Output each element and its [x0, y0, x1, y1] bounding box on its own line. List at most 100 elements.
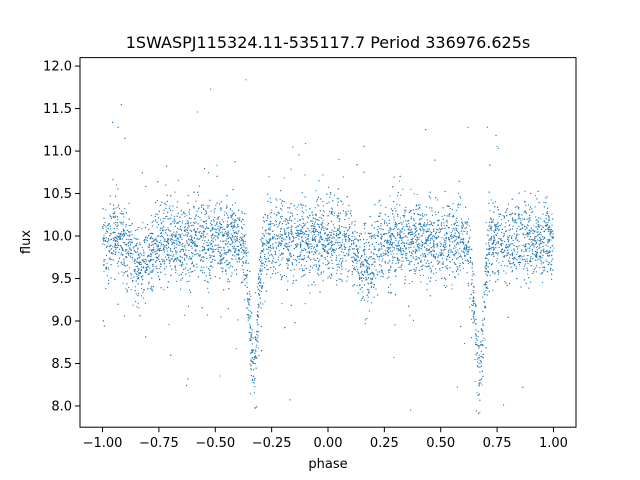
data-point: [391, 243, 394, 245]
data-point: [415, 222, 417, 224]
data-point: [142, 249, 144, 251]
data-point: [184, 314, 186, 316]
data-point: [394, 207, 396, 209]
data-point: [389, 260, 391, 262]
data-point: [463, 248, 465, 251]
data-point: [330, 231, 332, 234]
data-point: [104, 224, 106, 226]
data-point: [366, 239, 368, 241]
data-point: [534, 259, 537, 261]
data-point: [225, 207, 228, 209]
data-point: [203, 248, 205, 251]
data-point: [403, 226, 405, 228]
data-point: [301, 258, 303, 260]
data-point: [475, 329, 477, 331]
data-point: [169, 205, 171, 207]
data-point: [115, 244, 117, 247]
data-point: [391, 246, 393, 248]
data-point: [427, 244, 429, 246]
data-point: [137, 251, 139, 253]
data-point: [115, 221, 117, 223]
data-point: [444, 214, 446, 217]
data-point: [370, 279, 372, 281]
data-point: [416, 250, 418, 252]
data-point: [125, 238, 128, 240]
data-point: [220, 255, 223, 257]
data-point: [250, 374, 253, 377]
data-point: [244, 253, 246, 255]
data-point: [114, 239, 117, 242]
data-point: [211, 229, 213, 231]
data-point: [430, 269, 433, 271]
data-point: [313, 281, 315, 283]
data-point: [440, 223, 442, 225]
data-point: [136, 229, 138, 231]
data-point: [355, 248, 358, 250]
data-point: [535, 242, 538, 245]
data-point: [160, 287, 162, 289]
data-point: [387, 248, 390, 251]
data-point: [226, 221, 229, 223]
data-point: [392, 260, 394, 262]
data-point: [110, 233, 113, 235]
data-point: [256, 330, 259, 332]
data-point: [337, 237, 339, 239]
data-point: [160, 249, 162, 252]
data-point: [345, 239, 347, 241]
data-point: [498, 262, 500, 264]
data-point: [290, 226, 292, 229]
data-point: [415, 230, 417, 233]
data-point: [388, 219, 391, 221]
data-point: [546, 196, 548, 198]
data-point: [287, 264, 289, 266]
data-point: [536, 219, 538, 221]
data-point: [362, 296, 364, 298]
data-point: [457, 230, 459, 233]
data-point: [530, 230, 532, 232]
data-point: [246, 292, 249, 294]
data-point: [425, 225, 427, 227]
data-point: [380, 255, 382, 257]
data-point: [139, 271, 141, 274]
data-point: [368, 310, 370, 312]
data-point: [482, 357, 484, 359]
data-point: [115, 184, 118, 186]
data-point: [545, 252, 547, 254]
data-point: [459, 262, 461, 265]
data-point: [237, 223, 239, 225]
data-point: [205, 252, 207, 254]
data-point: [536, 249, 538, 251]
data-point: [492, 252, 494, 254]
data-point: [230, 265, 232, 267]
data-point: [332, 224, 334, 226]
data-point: [217, 228, 219, 230]
data-point: [538, 255, 540, 258]
data-point: [270, 211, 273, 214]
data-point: [329, 210, 331, 212]
data-point: [478, 379, 480, 381]
data-point: [179, 264, 181, 266]
data-point: [237, 233, 239, 235]
data-point: [338, 248, 340, 250]
data-point: [437, 245, 439, 247]
data-point: [400, 194, 402, 196]
data-point: [504, 250, 506, 252]
data-point: [400, 249, 402, 251]
data-point: [322, 210, 324, 212]
data-point: [448, 215, 450, 217]
data-point: [148, 283, 150, 285]
data-point: [322, 271, 325, 273]
data-point: [108, 279, 110, 281]
data-point: [336, 215, 338, 217]
data-point: [371, 282, 373, 284]
data-point: [419, 218, 421, 220]
data-point: [298, 235, 300, 237]
data-point: [414, 229, 417, 231]
data-point: [238, 238, 240, 240]
data-point: [282, 257, 284, 259]
data-point: [512, 225, 514, 227]
data-point: [151, 277, 153, 279]
data-point: [511, 271, 513, 273]
data-point: [114, 248, 117, 250]
data-point: [156, 200, 158, 202]
